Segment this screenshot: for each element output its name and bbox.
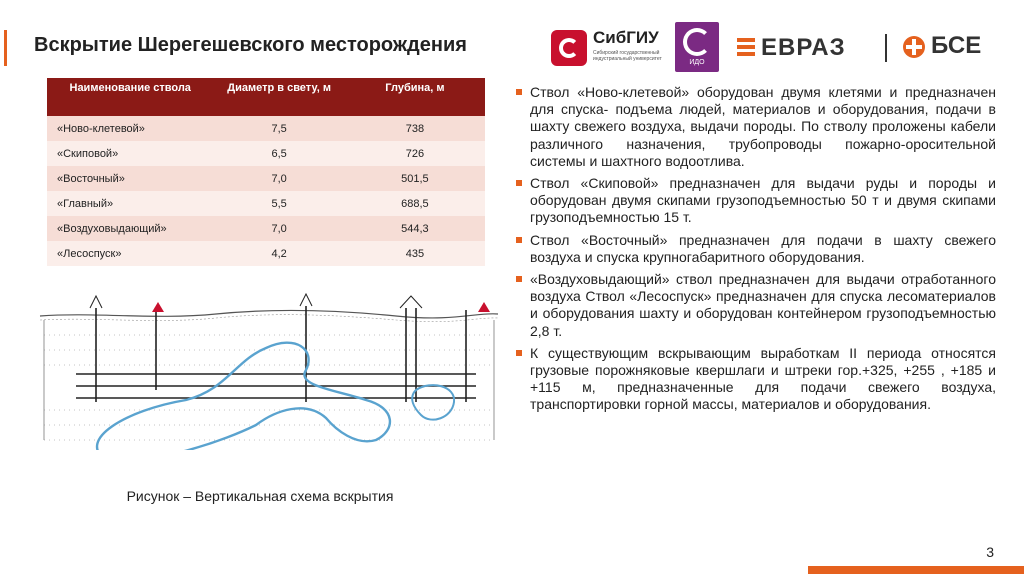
cell-shaft-name: «Лесоспуск» xyxy=(47,241,214,266)
table-row: «Ново-клетевой» 7,5 738 xyxy=(47,116,485,141)
logo-strip: СибГИУ Сибирский государственный индустр… xyxy=(545,18,1005,78)
table-row: «Восточный» 7,0 501,5 xyxy=(47,166,485,191)
cell-diameter: 5,5 xyxy=(213,191,345,216)
cell-shaft-name: «Восточный» xyxy=(47,166,214,191)
ido-logo: ИДО xyxy=(675,22,719,72)
bullet-text: Ствол «Скиповой» предназначен для выдачи… xyxy=(530,175,996,226)
logo-separator xyxy=(885,34,887,62)
sibgiu-mark-icon xyxy=(551,30,587,66)
cell-diameter: 7,0 xyxy=(213,216,345,241)
cell-depth: 501,5 xyxy=(344,166,485,191)
slide-title: Вскрытие Шерегешевского месторождения xyxy=(34,34,467,56)
bullet-text: К существующим вскрывающим выработкам II… xyxy=(530,344,996,413)
bullet-text: «Воздуховыдающий» ствол предназначен для… xyxy=(530,271,996,339)
cell-shaft-name: «Ново-клетевой» xyxy=(47,116,214,141)
list-item: К существующим вскрывающим выработкам II… xyxy=(516,345,996,414)
evraz-stripes-icon xyxy=(737,38,755,56)
left-accent-bar xyxy=(4,30,7,66)
bse-logo-text: БСЕ xyxy=(931,32,982,59)
bottom-accent-bar xyxy=(808,566,1024,574)
table-row: «Главный» 5,5 688,5 xyxy=(47,191,485,216)
cell-diameter: 7,5 xyxy=(213,116,345,141)
table-row: «Воздуховыдающий» 7,0 544,3 xyxy=(47,216,485,241)
ido-mark-icon xyxy=(683,28,711,56)
bullet-square-icon xyxy=(516,180,522,187)
cell-shaft-name: «Скиповой» xyxy=(47,141,214,166)
table-header-row: Наименование ствола Диаметр в свету, м Г… xyxy=(47,78,485,116)
table-row: «Лесоспуск» 4,2 435 xyxy=(47,241,485,266)
vertical-opening-scheme xyxy=(39,292,499,450)
bse-cross-icon xyxy=(903,36,925,58)
cell-shaft-name: «Главный» xyxy=(47,191,214,216)
bullet-list: Ствол «Ново-клетевой» оборудован двумя к… xyxy=(516,84,996,419)
shafts-table: Наименование ствола Диаметр в свету, м Г… xyxy=(47,78,485,266)
bullet-text: Ствол «Восточный» предназначен для подач… xyxy=(530,231,996,265)
list-item: Ствол «Восточный» предназначен для подач… xyxy=(516,232,996,266)
column-header-diameter: Диаметр в свету, м xyxy=(213,78,345,116)
list-item: Ствол «Скиповой» предназначен для выдачи… xyxy=(516,175,996,227)
figure-caption: Рисунок – Вертикальная схема вскрытия xyxy=(126,488,394,504)
column-header-name: Наименование ствола xyxy=(47,78,214,116)
evraz-logo-text: ЕВРАЗ xyxy=(761,34,846,61)
cell-diameter: 4,2 xyxy=(213,241,345,266)
cell-depth: 726 xyxy=(344,141,485,166)
sibgiu-logo: СибГИУ Сибирский государственный индустр… xyxy=(545,24,665,70)
ido-logo-text: ИДО xyxy=(689,59,705,66)
cell-diameter: 7,0 xyxy=(213,166,345,191)
sibgiu-logo-subtitle: Сибирский государственный индустриальный… xyxy=(593,50,662,62)
table-row: «Скиповой» 6,5 726 xyxy=(47,141,485,166)
page-number: 3 xyxy=(986,544,994,560)
list-item: Ствол «Ново-клетевой» оборудован двумя к… xyxy=(516,84,996,170)
cell-depth: 435 xyxy=(344,241,485,266)
sibgiu-logo-text: СибГИУ xyxy=(593,28,659,47)
bullet-text: Ствол «Ново-клетевой» оборудован двумя к… xyxy=(530,84,996,169)
cell-diameter: 6,5 xyxy=(213,141,345,166)
bullet-square-icon xyxy=(516,276,522,283)
cell-depth: 688,5 xyxy=(344,191,485,216)
bullet-square-icon xyxy=(516,236,522,243)
bullet-square-icon xyxy=(516,349,522,356)
column-header-depth: Глубина, м xyxy=(344,78,485,116)
cell-depth: 544,3 xyxy=(344,216,485,241)
bullet-square-icon xyxy=(516,89,522,95)
cell-shaft-name: «Воздуховыдающий» xyxy=(47,216,214,241)
cell-depth: 738 xyxy=(344,116,485,141)
list-item: «Воздуховыдающий» ствол предназначен для… xyxy=(516,271,996,340)
